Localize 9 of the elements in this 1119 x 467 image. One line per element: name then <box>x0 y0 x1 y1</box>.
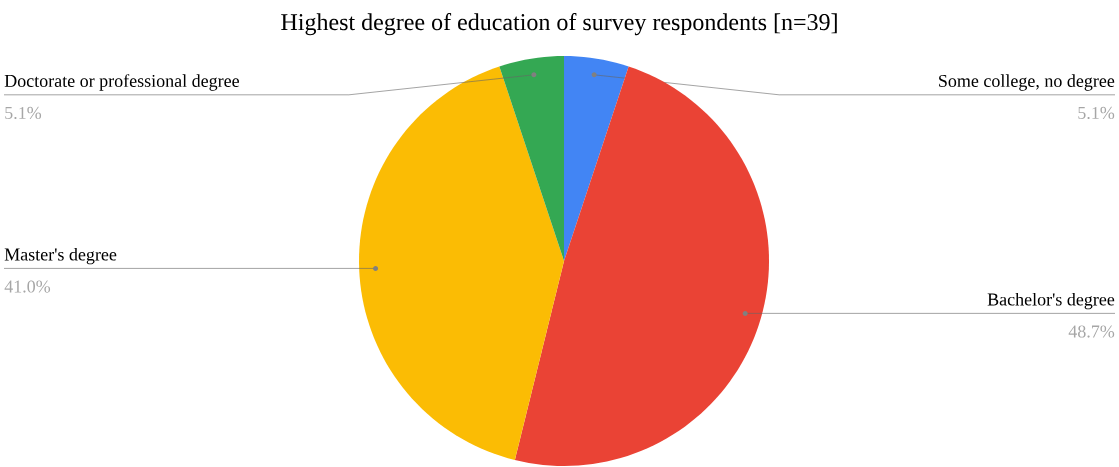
slice-label: Doctorate or professional degree <box>4 74 239 91</box>
data-label: 41.0% <box>4 280 51 293</box>
slice-label: Some college, no degree <box>939 74 1115 91</box>
chart-title: Highest degree of education of survey respondents [n=39] <box>281 13 837 36</box>
data-label: 5.1% <box>5 106 42 120</box>
data-label: 48.7% <box>1068 325 1115 338</box>
data-label: 5.1% <box>1078 106 1115 120</box>
slice-label: Master's degree <box>4 247 117 265</box>
slice-label: Bachelor's degree <box>987 292 1115 310</box>
